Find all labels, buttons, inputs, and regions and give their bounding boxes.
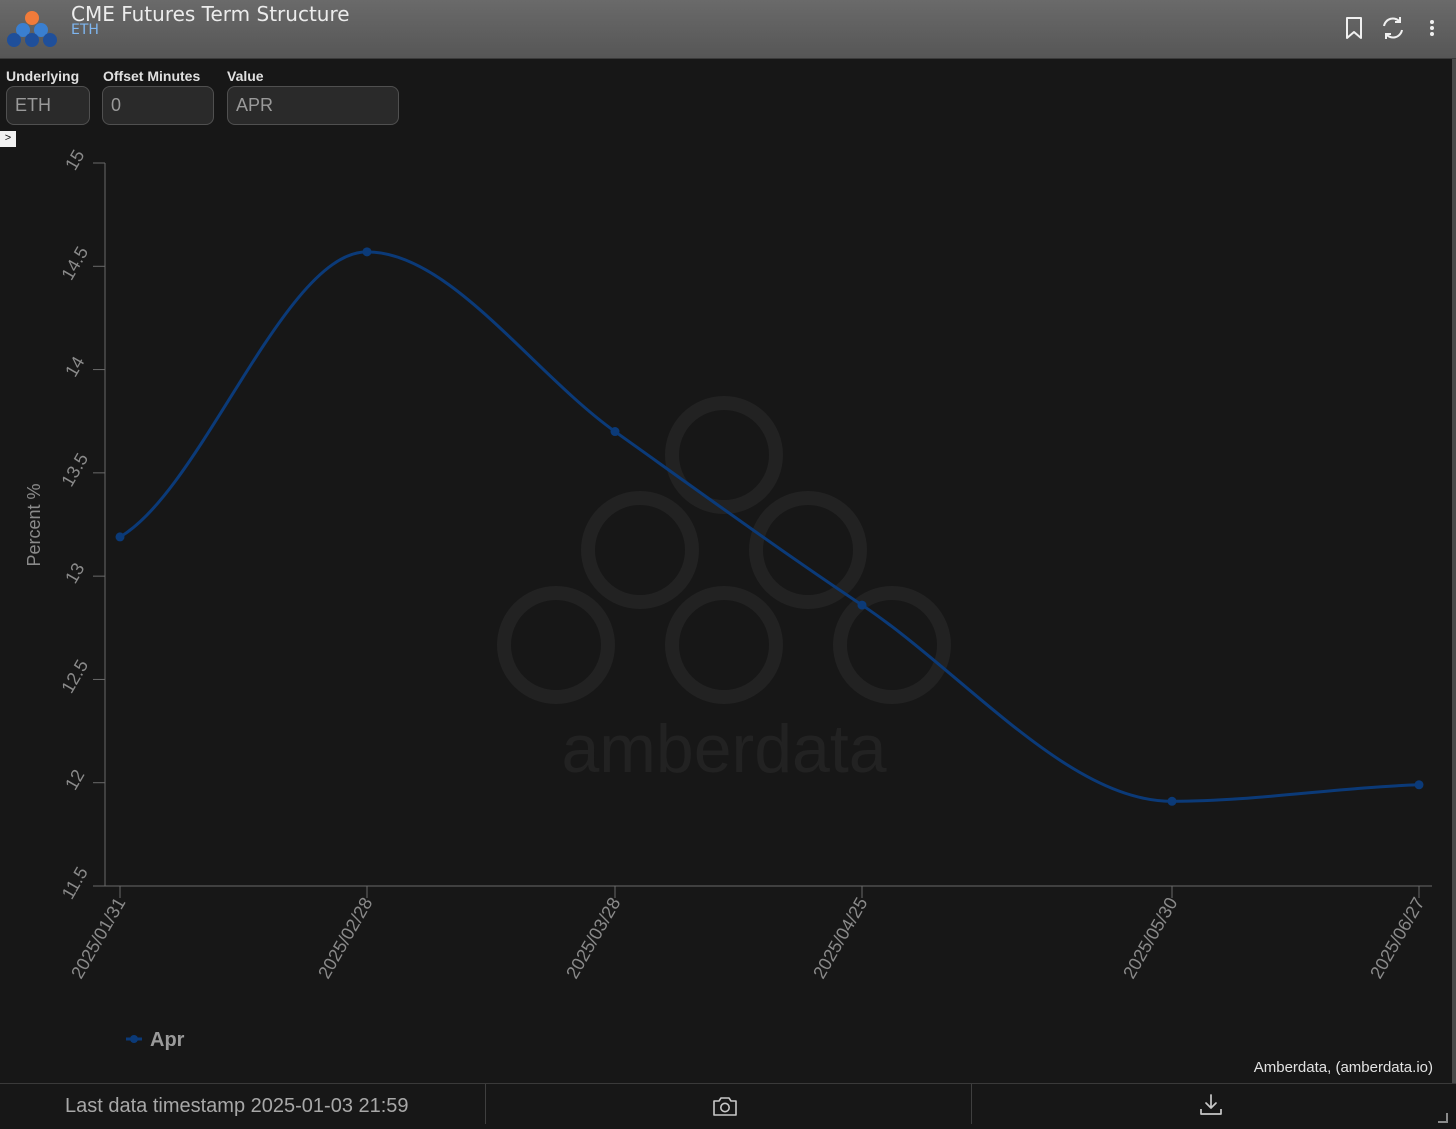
x-tick-label: 2025/04/25	[809, 894, 871, 982]
x-tick-label: 2025/03/28	[562, 894, 624, 982]
data-point[interactable]	[857, 600, 867, 610]
data-point[interactable]	[1414, 780, 1424, 790]
y-tick-label: 11.5	[58, 863, 92, 902]
download-button[interactable]	[972, 1084, 1452, 1129]
offset-minutes-label: Offset Minutes	[103, 68, 201, 84]
x-tick-label: 2025/01/31	[67, 894, 129, 982]
y-tick-label: 12.5	[57, 656, 92, 696]
chart-credit: Amberdata, (amberdata.io)	[1253, 1059, 1433, 1076]
more-vertical-icon	[1430, 20, 1434, 36]
underlying-label: Underlying	[6, 68, 80, 84]
screenshot-button[interactable]	[486, 1084, 971, 1129]
watermark	[497, 396, 951, 704]
download-icon	[1200, 1094, 1222, 1115]
y-tick-label: 14	[61, 353, 88, 380]
refresh-icon	[1383, 17, 1403, 39]
footer-bar: Last data timestamp 2025-01-03 21:59	[0, 1083, 1456, 1129]
page-subtitle: ETH	[71, 22, 99, 38]
data-point[interactable]	[610, 427, 620, 437]
y-tick-label: 12	[61, 766, 88, 793]
chevron-right-icon: >	[4, 132, 12, 144]
bookmark-button[interactable]	[1340, 14, 1368, 42]
x-tick-label: 2025/05/30	[1119, 894, 1181, 982]
y-tick-label: 13	[61, 559, 88, 586]
watermark-text: amberdata	[561, 711, 886, 787]
data-point[interactable]	[362, 247, 372, 257]
amberdata-logo-icon	[7, 11, 57, 47]
footer-divider	[485, 1084, 486, 1124]
x-tick-label: 2025/06/27	[1366, 894, 1428, 982]
y-tick-label: 13.5	[57, 450, 92, 490]
more-options-button[interactable]	[1418, 14, 1438, 42]
value-select[interactable]	[227, 86, 399, 125]
y-tick-label: 15	[61, 146, 88, 173]
page-title: CME Futures Term Structure	[71, 2, 350, 26]
value-label: Value	[227, 68, 264, 84]
legend[interactable]: Apr	[126, 1029, 185, 1051]
watermark-circle	[497, 586, 615, 704]
bookmark-icon	[1346, 17, 1362, 39]
watermark-circle	[665, 586, 783, 704]
x-tick-label: 2025/02/28	[314, 894, 376, 982]
last-data-timestamp: Last data timestamp 2025-01-03 21:59	[65, 1095, 409, 1117]
refresh-button[interactable]	[1379, 14, 1407, 42]
window-header: CME Futures Term Structure ETH	[0, 0, 1456, 59]
term-structure-chart: amberdata 11.5 12 12.5 13 13.5 14 14.5 15 2025/0…	[24, 146, 1432, 1051]
camera-icon	[713, 1097, 737, 1116]
data-point[interactable]	[115, 532, 125, 542]
y-tick-label: 14.5	[57, 243, 92, 283]
y-axis-label: Percent %	[24, 483, 44, 566]
watermark-circle	[581, 491, 699, 609]
window-border	[1452, 59, 1456, 1129]
offset-minutes-input[interactable]	[102, 86, 214, 125]
legend-swatch-marker	[130, 1035, 138, 1043]
watermark-circle	[665, 396, 783, 514]
watermark-circle	[833, 586, 951, 704]
expand-panel-button[interactable]: >	[0, 131, 16, 147]
watermark-circle	[749, 491, 867, 609]
underlying-input[interactable]	[6, 86, 90, 125]
resize-handle[interactable]	[1438, 1113, 1448, 1123]
footer-divider	[971, 1084, 972, 1124]
data-point[interactable]	[1167, 796, 1177, 806]
legend-item-apr: Apr	[150, 1029, 185, 1051]
